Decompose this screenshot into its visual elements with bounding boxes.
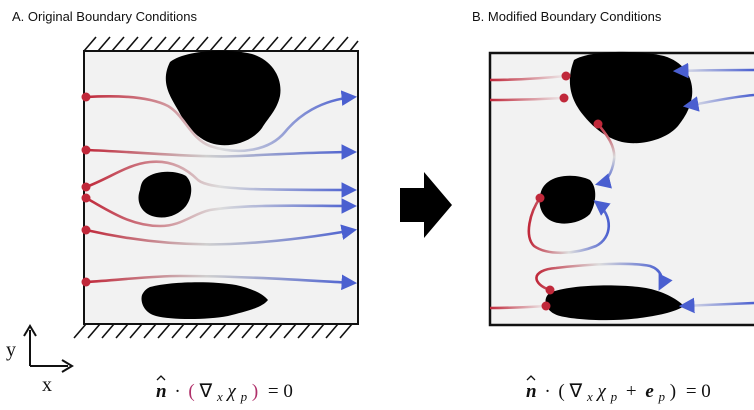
b-right-line-3 (678, 297, 754, 314)
b-loop-middle (527, 197, 611, 255)
b-right-line-2 (682, 93, 754, 112)
streamline-3 (85, 160, 358, 198)
streamline-4 (85, 196, 358, 228)
panel-a: A. Original Boundary Conditions (12, 9, 359, 339)
streamline-6 (85, 274, 358, 291)
b-left-line-2 (489, 96, 565, 102)
particle-middle (138, 171, 192, 218)
streamline-2 (85, 144, 358, 160)
panel-a-n-hat (156, 375, 166, 381)
panel-a-equation: n · ( ∇ x χ p ) = 0 (156, 381, 293, 406)
y-axis-label: y (6, 339, 16, 361)
panel-b-start-points (535, 71, 603, 311)
x-axis-label: x (42, 374, 52, 396)
panel-a-start-points (81, 92, 91, 287)
b-connector-top-mid (594, 123, 616, 189)
panel-b-n-hat (526, 375, 536, 381)
particle-bottom (141, 282, 268, 319)
panel-b-title: B. Modified Boundary Conditions (472, 9, 662, 24)
particle-b-middle (539, 175, 596, 224)
b-right-line-1 (672, 62, 754, 79)
particle-top (165, 50, 281, 146)
particle-b-bottom (545, 285, 684, 321)
bottom-wall-hatching (73, 323, 353, 339)
b-left-line-1 (489, 74, 567, 82)
streamline-5 (85, 224, 358, 246)
top-wall-hatching (83, 36, 359, 52)
coordinate-axes: y x (6, 324, 74, 396)
panel-a-title: A. Original Boundary Conditions (12, 9, 197, 24)
b-loop-bottom (535, 262, 673, 292)
panel-b: B. Modified Boundary Conditions (472, 9, 754, 327)
transition-arrow (400, 172, 452, 238)
streamline-1 (85, 90, 358, 153)
panel-b-equation: n · ( ∇ x χ p + e p ) = 0 (526, 381, 711, 406)
